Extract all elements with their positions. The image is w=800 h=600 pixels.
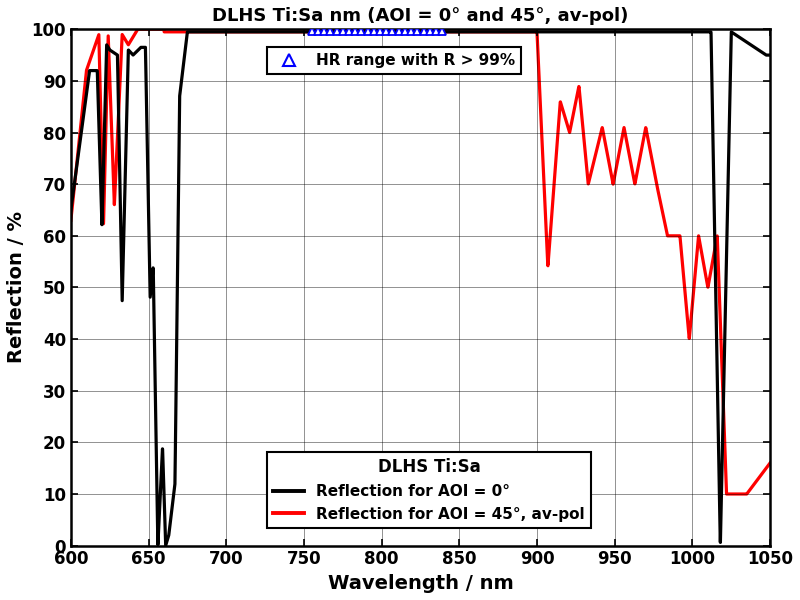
X-axis label: Wavelength / nm: Wavelength / nm	[327, 574, 514, 593]
Title: DLHS Ti:Sa nm (AOI = 0° and 45°, av-pol): DLHS Ti:Sa nm (AOI = 0° and 45°, av-pol)	[212, 7, 629, 25]
Y-axis label: Reflection / %: Reflection / %	[7, 211, 26, 364]
Legend: Reflection for AOI = 0°, Reflection for AOI = 45°, av-pol: Reflection for AOI = 0°, Reflection for …	[267, 452, 591, 527]
